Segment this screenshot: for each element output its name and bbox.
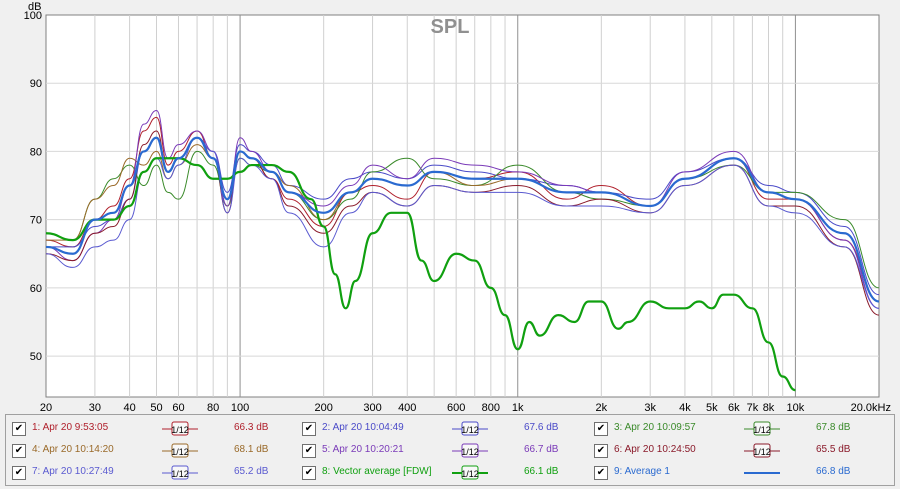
legend-item: ✔ 9: Average 1 66.8 dB <box>594 463 880 485</box>
legend-checkbox[interactable]: ✔ <box>302 422 316 436</box>
y-axis: 50 60 70 80 90 100 <box>24 10 42 363</box>
x-tick-label: 200 <box>314 402 332 412</box>
x-tick-label: 600 <box>447 402 465 412</box>
legend-checkbox[interactable]: ✔ <box>594 422 608 436</box>
x-tick-label: 80 <box>207 402 219 412</box>
legend-smoothing-label: 1/12 <box>461 469 479 479</box>
x-tick-label: 5k <box>706 402 718 412</box>
legend-series-name: 5: Apr 20 10:20:21 <box>322 444 404 455</box>
x-tick-label: 30 <box>89 402 101 412</box>
x-tick-label: 20 <box>40 402 52 412</box>
legend-item: ✔ 3: Apr 20 10:09:57 1/12 67.8 dB <box>594 419 880 441</box>
y-axis-label: dB <box>28 1 41 13</box>
plot-lines <box>46 109 879 392</box>
legend-value: 66.7 dB <box>524 444 559 455</box>
legend-value: 67.6 dB <box>524 422 559 433</box>
legend-value: 66.1 dB <box>524 466 559 477</box>
legend-smoothing-label: 1/12 <box>461 425 479 435</box>
chart-title: SPL <box>431 16 470 38</box>
legend-series-name: 3: Apr 20 10:09:57 <box>614 422 696 433</box>
legend-line-swatch: 1/12 <box>744 421 780 436</box>
x-tick-label: 8k <box>763 402 775 412</box>
legend-item: ✔ 5: Apr 20 10:20:21 1/12 66.7 dB <box>302 441 588 463</box>
legend-line-swatch: 1/12 <box>744 443 780 458</box>
plot-area <box>45 14 880 398</box>
legend-series-name: 7: Apr 20 10:27:49 <box>32 466 114 477</box>
legend-checkbox[interactable]: ✔ <box>12 422 26 436</box>
legend-checkbox[interactable]: ✔ <box>302 466 316 480</box>
x-tick-label: 100 <box>231 402 249 412</box>
x-tick-label: 3k <box>644 402 656 412</box>
x-tick-label: 40 <box>123 402 135 412</box>
x-tick-label: 50 <box>150 402 162 412</box>
legend-smoothing-label: 1/12 <box>171 447 189 457</box>
legend-series-name: 2: Apr 20 10:04:49 <box>322 422 404 433</box>
legend-smoothing-label: 1/12 <box>171 469 189 479</box>
x-tick-label: 400 <box>398 402 416 412</box>
legend-item: ✔ 2: Apr 20 10:04:49 1/12 67.6 dB <box>302 419 588 441</box>
x-tick-label: 300 <box>363 402 381 412</box>
x-tick-label: 10k <box>787 402 805 412</box>
legend-smoothing-label: 1/12 <box>171 425 189 435</box>
spl-chart[interactable]: 50 60 70 80 90 100 20 30 40 50 60 80 100 200 300 400 60… <box>0 0 900 412</box>
legend-checkbox[interactable]: ✔ <box>594 466 608 480</box>
legend-value: 65.5 dB <box>816 444 851 455</box>
legend-checkbox[interactable]: ✔ <box>12 444 26 458</box>
y-tick-label: 70 <box>30 215 42 227</box>
y-tick-label: 50 <box>30 351 42 363</box>
x-axis: 20 30 40 50 60 80 100 200 300 400 600 800 1k 2k 3k 4k 5k… <box>40 402 891 412</box>
legend-series-name: 1: Apr 20 9:53:05 <box>32 422 109 433</box>
x-tick-label: 60 <box>172 402 184 412</box>
y-tick-label: 100 <box>24 10 42 22</box>
legend-series-name: 4: Apr 20 10:14:20 <box>32 444 114 455</box>
y-tick-label: 90 <box>30 78 42 90</box>
legend-series-name: 6: Apr 20 10:24:50 <box>614 444 696 455</box>
legend-item: ✔ 7: Apr 20 10:27:49 1/12 65.2 dB <box>12 463 298 485</box>
legend-checkbox[interactable]: ✔ <box>594 444 608 458</box>
x-tick-label: 20.0kHz <box>851 402 891 412</box>
x-tick-label: 1k <box>512 402 524 412</box>
legend-series-name: 9: Average 1 <box>614 466 670 477</box>
legend-line-swatch: 1/12 <box>162 443 198 458</box>
legend-item: ✔ 6: Apr 20 10:24:50 1/12 65.5 dB <box>594 441 880 463</box>
legend-item: ✔ 1: Apr 20 9:53:05 1/12 66.3 dB <box>12 419 298 441</box>
y-tick-label: 80 <box>30 146 42 158</box>
x-tick-label: 4k <box>679 402 691 412</box>
legend-smoothing-label: 1/12 <box>753 425 771 435</box>
legend-checkbox[interactable]: ✔ <box>302 444 316 458</box>
legend-line-swatch: 1/12 <box>162 421 198 436</box>
x-tick-label: 800 <box>482 402 500 412</box>
legend-value: 66.8 dB <box>816 466 851 477</box>
legend-item: ✔ 4: Apr 20 10:14:20 1/12 68.1 dB <box>12 441 298 463</box>
x-tick-label: 6k <box>728 402 740 412</box>
legend-line-swatch: 1/12 <box>452 465 488 480</box>
legend-line-swatch: 1/12 <box>162 465 198 480</box>
legend-item: ✔ 8: Vector average [FDW] 1/12 66.1 dB <box>302 463 588 485</box>
y-tick-label: 60 <box>30 283 42 295</box>
series-line-9 <box>46 136 879 303</box>
legend-value: 66.3 dB <box>234 422 269 433</box>
legend-line-swatch <box>744 472 780 474</box>
x-tick-label: 7k <box>747 402 759 412</box>
legend-value: 65.2 dB <box>234 466 269 477</box>
legend-value: 67.8 dB <box>816 422 851 433</box>
legend-line-swatch: 1/12 <box>452 443 488 458</box>
legend-line-swatch: 1/12 <box>452 421 488 436</box>
legend-value: 68.1 dB <box>234 444 269 455</box>
x-tick-label: 2k <box>596 402 608 412</box>
legend-panel: ✔ 1: Apr 20 9:53:05 1/12 66.3 dB ✔ 2: Apr 20 … <box>5 414 895 486</box>
legend-checkbox[interactable]: ✔ <box>12 466 26 480</box>
legend-smoothing-label: 1/12 <box>461 447 479 457</box>
legend-series-name: 8: Vector average [FDW] <box>322 466 432 477</box>
legend-smoothing-label: 1/12 <box>753 447 771 457</box>
